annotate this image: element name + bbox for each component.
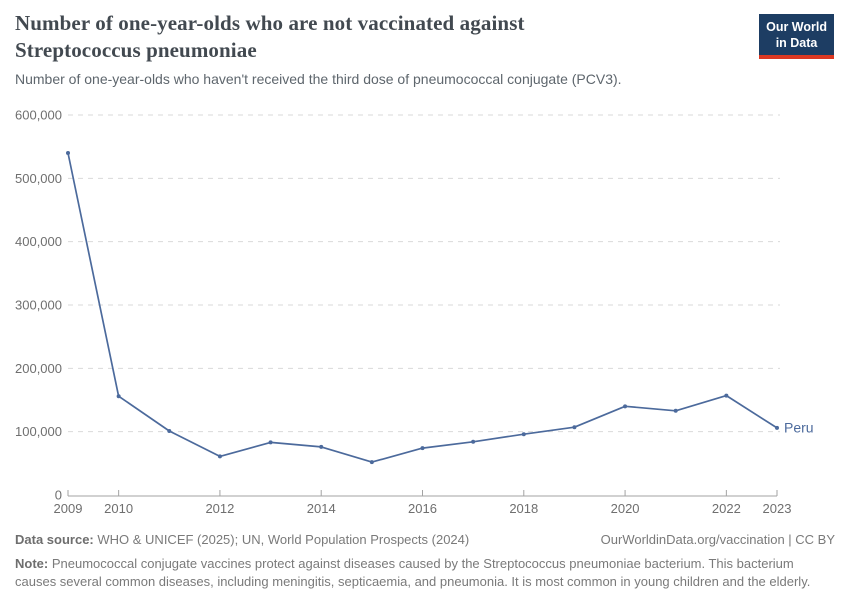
footer-note-label: Note: xyxy=(15,556,49,571)
data-point[interactable] xyxy=(623,404,628,409)
y-axis-tick-label: 200,000 xyxy=(15,361,62,376)
data-point[interactable] xyxy=(319,444,324,449)
page-title: Number of one-year-olds who are not vacc… xyxy=(15,11,525,63)
owid-logo[interactable]: Our World in Data xyxy=(759,14,834,59)
chart-footer: Data source: WHO & UNICEF (2025); UN, Wo… xyxy=(15,532,835,591)
data-source-text: Data source: WHO & UNICEF (2025); UN, Wo… xyxy=(15,532,470,547)
y-axis-tick-label: 100,000 xyxy=(15,424,62,439)
data-point[interactable] xyxy=(66,151,70,155)
x-axis-tick-label: 2010 xyxy=(104,501,133,516)
x-axis-tick-label: 2014 xyxy=(307,501,336,516)
data-source-label: Data source: xyxy=(15,532,94,547)
x-axis-tick-label: 2020 xyxy=(611,501,640,516)
line-chart[interactable]: 0 100,000 200,000 300,000 400,000 500,000 600,… xyxy=(0,100,850,525)
footer-note: Note: Pneumococcal conjugate vaccines pr… xyxy=(15,556,811,589)
x-axis-tick-label: 2018 xyxy=(509,501,538,516)
x-axis-tick-label: 2022 xyxy=(712,501,741,516)
data-line-peru[interactable] xyxy=(67,152,778,463)
data-point[interactable] xyxy=(673,408,678,413)
x-axis-tick-label: 2023 xyxy=(763,501,792,516)
data-point[interactable] xyxy=(217,454,222,459)
data-point[interactable] xyxy=(724,393,729,398)
y-axis-tick-label: 500,000 xyxy=(15,171,62,186)
data-point[interactable] xyxy=(521,432,526,437)
data-point[interactable] xyxy=(116,394,121,399)
data-point[interactable] xyxy=(167,429,172,434)
x-axis-tick-label: 2016 xyxy=(408,501,437,516)
owid-logo-line2: in Data xyxy=(775,36,818,51)
data-point[interactable] xyxy=(420,446,425,451)
data-point[interactable] xyxy=(572,425,577,430)
y-axis-tick-label: 300,000 xyxy=(15,298,62,313)
y-axis-tick-label: 400,000 xyxy=(15,234,62,249)
data-point[interactable] xyxy=(369,460,374,465)
data-point[interactable] xyxy=(471,439,476,444)
y-axis-tick-label: 600,000 xyxy=(15,108,62,123)
owid-logo-line1: Our World xyxy=(766,20,827,34)
x-axis-tick-label: 2012 xyxy=(205,501,234,516)
y-axis-tick-label: 0 xyxy=(55,488,62,503)
data-point[interactable] xyxy=(775,425,779,430)
x-axis-tick-label: 2009 xyxy=(54,501,83,516)
data-point[interactable] xyxy=(268,440,273,445)
series-end-label: Peru xyxy=(784,419,814,435)
footer-citation-link[interactable]: OurWorldinData.org/vaccination | CC BY xyxy=(600,532,835,547)
chart-subtitle: Number of one-year-olds who haven't rece… xyxy=(15,71,622,87)
